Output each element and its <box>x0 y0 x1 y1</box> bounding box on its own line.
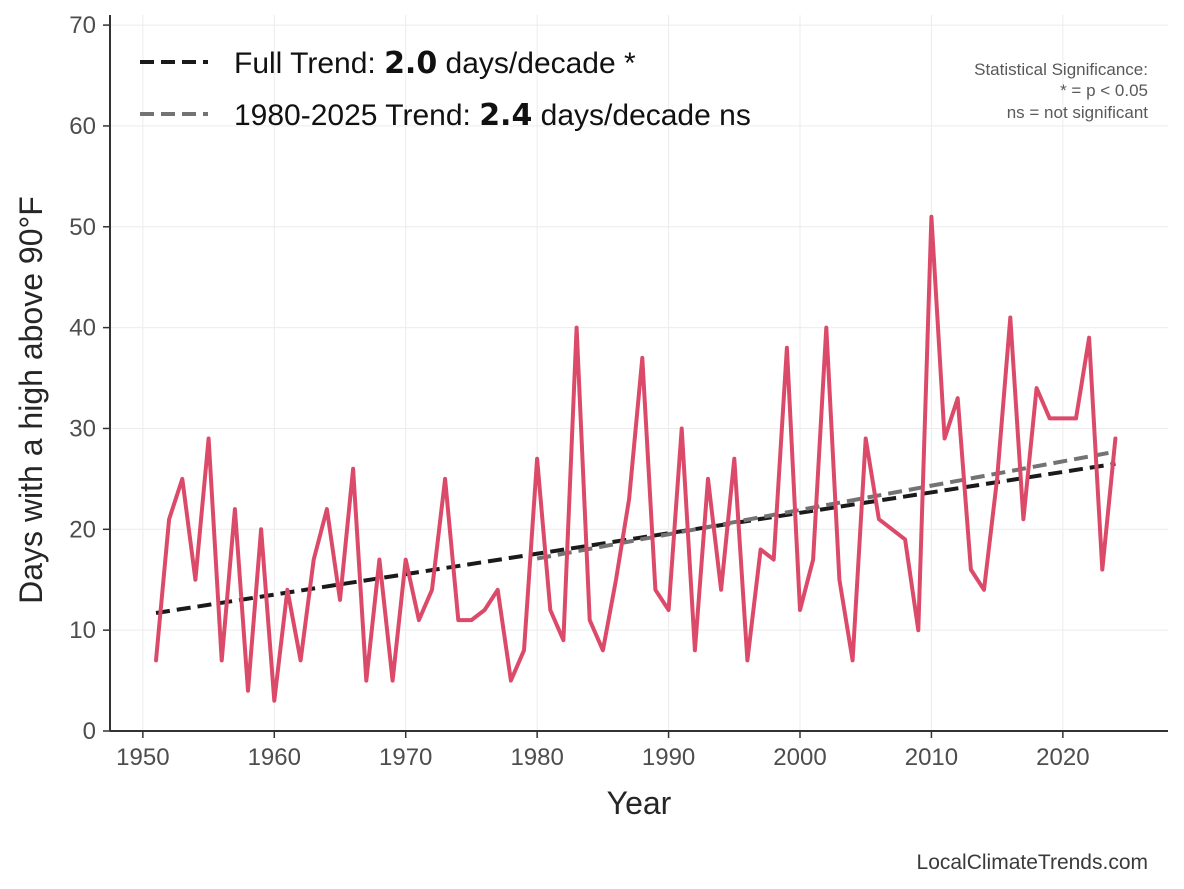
y-tick-label-30: 30 <box>69 415 96 442</box>
legend-label-value-1: 2.4 <box>479 98 532 133</box>
legend-label-prefix-0: Full Trend: <box>234 47 384 80</box>
legend-label-prefix-1: 1980-2025 Trend: <box>234 99 479 132</box>
x-tick-label-1950: 1950 <box>116 744 169 771</box>
x-tick-label-2010: 2010 <box>905 744 958 771</box>
x-tick-label-1980: 1980 <box>510 744 563 771</box>
legend-label-0: Full Trend: 2.0 days/decade * <box>234 46 636 81</box>
y-tick-label-20: 20 <box>69 516 96 543</box>
data-series <box>154 214 1118 703</box>
legend-label-suffix-0: days/decade * <box>437 47 636 80</box>
legend-label-1: 1980-2025 Trend: 2.4 days/decade ns <box>234 98 751 133</box>
y-tick-label-50: 50 <box>69 214 96 241</box>
y-tick-label-40: 40 <box>69 315 96 342</box>
x-axis-label: Year <box>607 785 672 821</box>
significance-note-star: * = p < 0.05 <box>1060 81 1148 100</box>
y-tick-label-0: 0 <box>83 718 96 745</box>
significance-note-ns: ns = not significant <box>1007 103 1149 122</box>
x-axis-ticks: 1950 1960 1970 1980 1990 2000 2010 2020 <box>116 731 1090 771</box>
source-credit: LocalClimateTrends.com <box>917 851 1148 874</box>
series-line-0 <box>154 214 1118 703</box>
y-tick-label-60: 60 <box>69 113 96 140</box>
trend-lines <box>155 449 1116 615</box>
grid-lines <box>110 15 1168 732</box>
x-tick-label-1970: 1970 <box>379 744 432 771</box>
axes <box>109 15 1168 732</box>
y-tick-label-10: 10 <box>69 617 96 644</box>
x-tick-label-2000: 2000 <box>773 744 826 771</box>
legend-label-suffix-1: days/decade ns <box>532 99 750 132</box>
significance-note-title: Statistical Significance: <box>974 60 1148 79</box>
x-tick-label-1960: 1960 <box>248 744 301 771</box>
legend-label-value-0: 2.0 <box>384 46 437 81</box>
x-tick-label-2020: 2020 <box>1036 744 1089 771</box>
y-axis-ticks: 0 10 20 30 40 50 60 70 <box>69 12 110 745</box>
legend: Full Trend: 2.0 days/decade * 1980-2025 T… <box>140 46 751 133</box>
significance-note: Statistical Significance: * = p < 0.05 n… <box>974 60 1148 122</box>
y-axis-label: Days with a high above 90°F <box>13 196 49 604</box>
x-tick-label-1990: 1990 <box>642 744 695 771</box>
y-tick-label-70: 70 <box>69 12 96 39</box>
trend-line-full <box>155 461 1116 615</box>
